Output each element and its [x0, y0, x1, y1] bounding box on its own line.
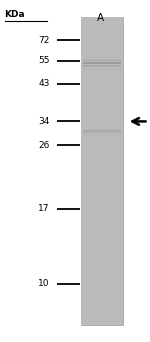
Text: KDa: KDa — [4, 10, 25, 19]
Text: 43: 43 — [38, 79, 50, 88]
Text: 34: 34 — [38, 117, 50, 126]
Text: 26: 26 — [38, 141, 50, 150]
Bar — [81, 17, 123, 325]
Text: 72: 72 — [38, 36, 50, 45]
Text: 17: 17 — [38, 204, 50, 213]
Text: 55: 55 — [38, 56, 50, 65]
Text: 10: 10 — [38, 279, 50, 288]
Text: A: A — [97, 13, 104, 23]
